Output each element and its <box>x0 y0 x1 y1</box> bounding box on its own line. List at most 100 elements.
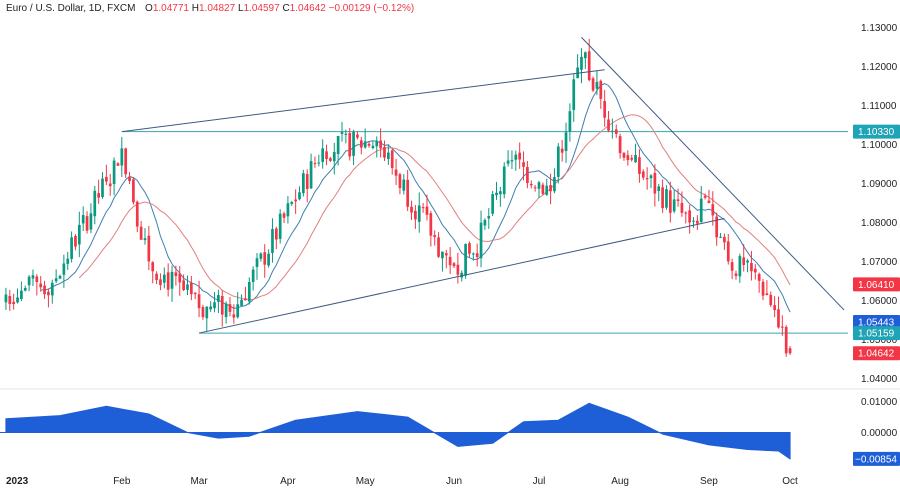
candle[interactable] <box>290 200 294 206</box>
candle[interactable] <box>614 124 618 138</box>
candle[interactable] <box>495 181 498 200</box>
candle[interactable] <box>618 133 622 159</box>
candle[interactable] <box>661 179 664 213</box>
candle[interactable] <box>746 258 749 273</box>
candle[interactable] <box>753 264 757 280</box>
candle[interactable] <box>730 258 734 280</box>
candle[interactable] <box>583 51 587 69</box>
candle[interactable] <box>483 218 487 230</box>
candle[interactable] <box>174 265 178 286</box>
candle[interactable] <box>135 200 139 233</box>
candle[interactable] <box>452 262 456 268</box>
candle[interactable] <box>112 157 116 196</box>
candle[interactable] <box>703 193 707 200</box>
candle[interactable] <box>305 169 309 203</box>
candle[interactable] <box>510 150 514 170</box>
candle[interactable] <box>750 251 753 281</box>
candle[interactable] <box>77 211 81 258</box>
candle[interactable] <box>162 267 166 289</box>
candle[interactable] <box>777 296 780 329</box>
candle[interactable] <box>738 253 742 283</box>
candle[interactable] <box>560 139 564 162</box>
candle[interactable] <box>591 76 595 93</box>
candle[interactable] <box>66 251 70 270</box>
candle[interactable] <box>665 185 668 210</box>
candle[interactable] <box>186 275 189 296</box>
candle[interactable] <box>43 280 46 299</box>
candle[interactable] <box>189 275 193 301</box>
candle[interactable] <box>356 131 359 140</box>
candle[interactable] <box>35 274 39 296</box>
candle[interactable] <box>139 221 143 240</box>
candle[interactable] <box>317 154 321 167</box>
candle[interactable] <box>247 277 251 305</box>
trendline-1[interactable] <box>198 218 725 334</box>
candle[interactable] <box>278 209 282 244</box>
candle[interactable] <box>514 150 518 171</box>
candle[interactable] <box>390 149 394 175</box>
candle[interactable] <box>85 211 89 234</box>
candle[interactable] <box>479 210 483 268</box>
candle[interactable] <box>668 181 672 223</box>
candle[interactable] <box>784 325 788 357</box>
candle[interactable] <box>294 189 297 214</box>
candle[interactable] <box>50 279 54 304</box>
candle[interactable] <box>641 169 645 181</box>
candle[interactable] <box>236 291 240 319</box>
candle[interactable] <box>441 251 444 272</box>
candle[interactable] <box>313 156 317 168</box>
candle[interactable] <box>518 142 522 169</box>
candle[interactable] <box>23 285 27 292</box>
candle[interactable] <box>375 136 379 158</box>
candle[interactable] <box>244 286 247 301</box>
candle[interactable] <box>634 143 637 164</box>
candle[interactable] <box>444 249 448 269</box>
candle[interactable] <box>576 54 579 79</box>
candle[interactable] <box>359 136 363 155</box>
candle[interactable] <box>780 315 784 336</box>
candle[interactable] <box>105 164 108 186</box>
candle[interactable] <box>556 143 560 184</box>
candle[interactable] <box>541 182 545 196</box>
candle[interactable] <box>8 289 12 311</box>
candle[interactable] <box>274 226 278 250</box>
candle[interactable] <box>58 274 62 280</box>
candle[interactable] <box>638 149 641 183</box>
candle[interactable] <box>224 301 228 324</box>
candle[interactable] <box>81 206 85 232</box>
candle[interactable] <box>626 150 630 166</box>
candle[interactable] <box>205 306 209 332</box>
candle[interactable] <box>282 211 286 224</box>
candle[interactable] <box>228 297 232 317</box>
candle[interactable] <box>699 185 703 223</box>
candle[interactable] <box>684 211 688 224</box>
candle[interactable] <box>178 266 182 296</box>
candle[interactable] <box>271 218 274 263</box>
candle[interactable] <box>545 178 549 196</box>
candle[interactable] <box>417 192 421 233</box>
candle[interactable] <box>74 234 77 251</box>
candle[interactable] <box>487 208 491 229</box>
candle[interactable] <box>653 164 657 207</box>
candle[interactable] <box>147 225 151 271</box>
candle[interactable] <box>406 169 410 212</box>
candle[interactable] <box>379 128 382 158</box>
candle[interactable] <box>611 118 614 139</box>
candle[interactable] <box>425 194 429 221</box>
candle[interactable] <box>232 304 236 324</box>
trendline-0[interactable] <box>121 69 605 133</box>
candle[interactable] <box>62 254 66 288</box>
candle[interactable] <box>726 233 730 265</box>
candle[interactable] <box>151 261 155 284</box>
candle[interactable] <box>657 183 661 202</box>
candle[interactable] <box>649 174 653 189</box>
candle[interactable] <box>251 266 255 291</box>
candle[interactable] <box>680 191 684 217</box>
candle[interactable] <box>529 180 533 189</box>
candle[interactable] <box>386 144 390 165</box>
candle[interactable] <box>93 185 97 225</box>
candle[interactable] <box>344 129 348 144</box>
candle[interactable] <box>340 121 344 142</box>
candle[interactable] <box>742 243 746 272</box>
candle[interactable] <box>572 73 576 122</box>
